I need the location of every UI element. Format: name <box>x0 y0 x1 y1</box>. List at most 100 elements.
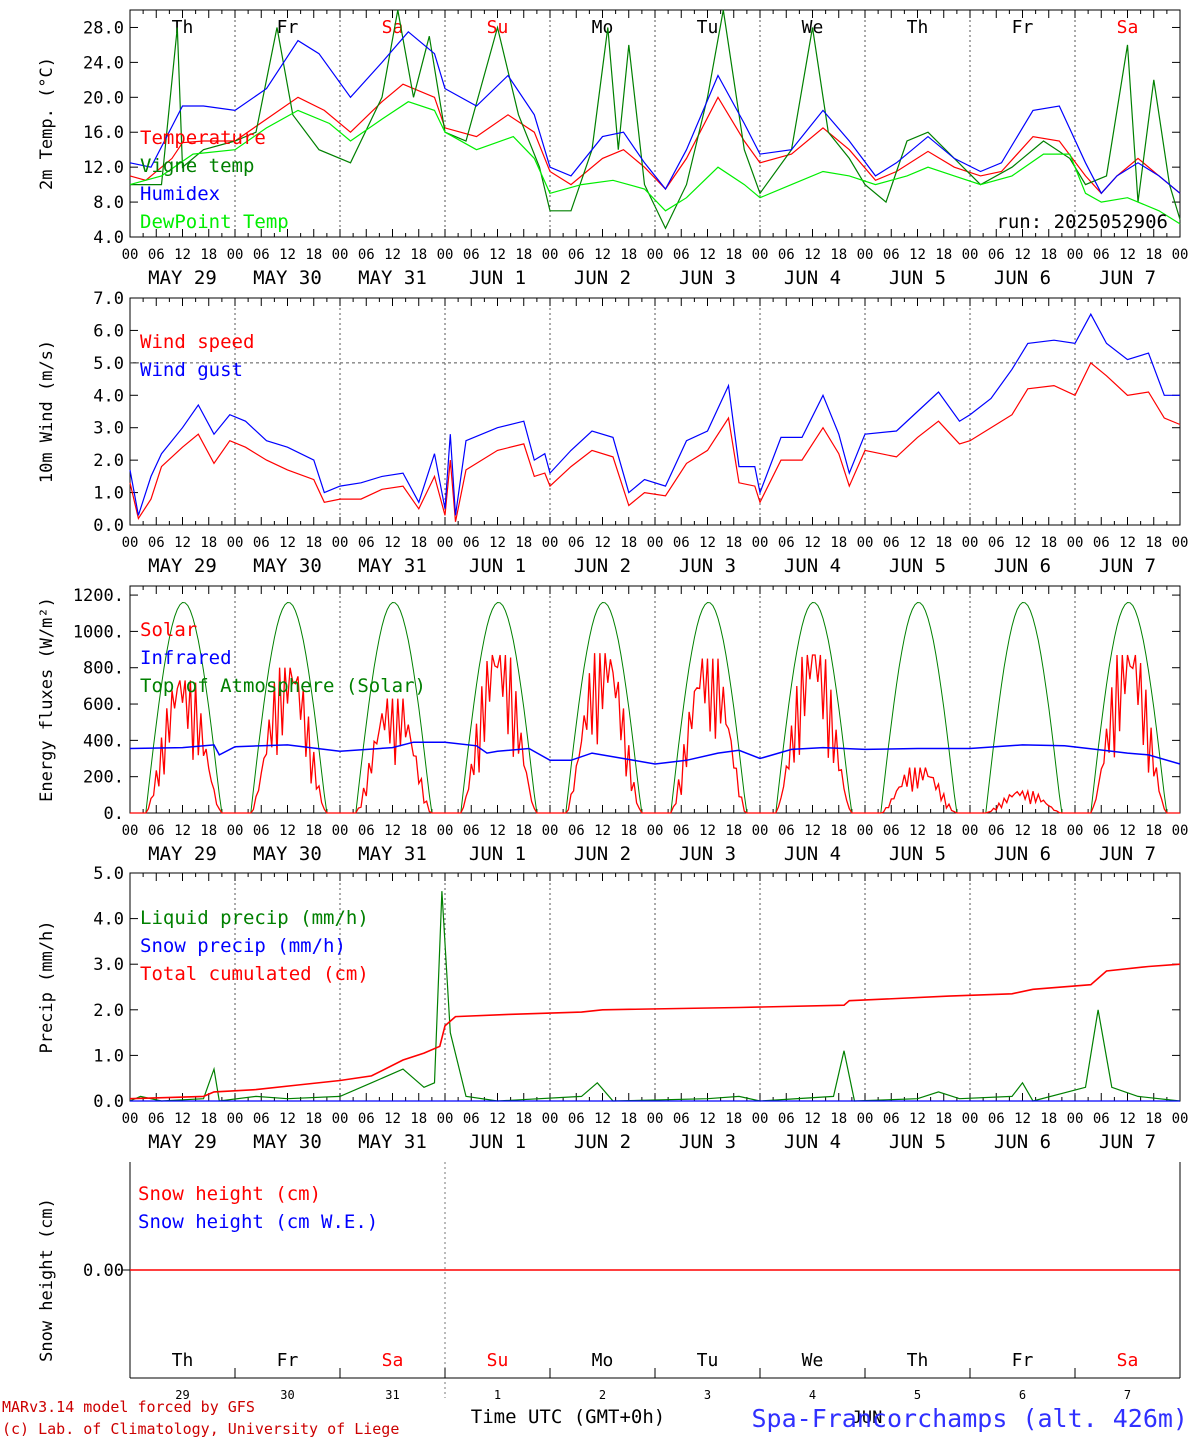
hour-tick-label: 06 <box>988 535 1005 551</box>
hour-tick-label: 12 <box>699 535 716 551</box>
hour-tick-label: 12 <box>489 823 506 839</box>
hour-tick-label: 06 <box>778 1111 795 1127</box>
legend-vigne-temp: Vigne temp <box>140 155 254 177</box>
hour-tick-label: 18 <box>725 1111 742 1127</box>
y-tick-label: 24.0 <box>83 53 124 73</box>
date-label: JUN 3 <box>679 843 736 865</box>
date-label: JUN 4 <box>784 555 841 577</box>
hour-tick-label: 06 <box>988 823 1005 839</box>
legend-dewpoint-temp: DewPoint Temp <box>140 211 289 233</box>
hour-tick-label: 00 <box>857 535 874 551</box>
hour-tick-label: 18 <box>1040 535 1057 551</box>
hour-tick-label: 18 <box>515 535 532 551</box>
hour-tick-label: 00 <box>542 247 559 263</box>
hour-tick-label: 06 <box>358 535 375 551</box>
hour-tick-label: 06 <box>148 535 165 551</box>
hour-tick-label: 00 <box>647 1111 664 1127</box>
legend-wind-speed: Wind speed <box>140 331 254 353</box>
hour-tick-label: 12 <box>384 247 401 263</box>
day-name: Tu <box>697 17 719 38</box>
hour-tick-label: 18 <box>305 1111 322 1127</box>
hour-tick-label: 18 <box>515 823 532 839</box>
date-label: JUN 3 <box>679 1131 736 1153</box>
y-tick-label: 4.0 <box>93 386 124 406</box>
hour-tick-label: 18 <box>935 247 952 263</box>
y-axis-title-4: Snow height (cm) <box>37 1198 57 1362</box>
hour-tick-label: 12 <box>174 247 191 263</box>
hour-tick-label: 18 <box>200 1111 217 1127</box>
hour-tick-label: 00 <box>227 823 244 839</box>
y-tick-label: 600. <box>83 695 124 715</box>
day-name-bottom: Th <box>172 1350 194 1371</box>
footer-copyright: (c) Lab. of Climatology, University of L… <box>2 1420 399 1438</box>
y-tick-label: 1000. <box>73 622 124 642</box>
hour-tick-label: 00 <box>647 535 664 551</box>
hour-tick-label: 18 <box>410 1111 427 1127</box>
hour-tick-label: 00 <box>962 535 979 551</box>
hour-tick-label: 18 <box>410 535 427 551</box>
y-tick-label: 7.0 <box>93 289 124 309</box>
run-label: run: 2025052906 <box>996 211 1168 233</box>
y-tick-label: 2.0 <box>93 451 124 471</box>
hour-tick-label: 12 <box>1014 823 1031 839</box>
hour-tick-label: 06 <box>673 535 690 551</box>
hour-tick-label: 06 <box>883 247 900 263</box>
hour-tick-label: 06 <box>463 1111 480 1127</box>
hour-tick-label: 06 <box>1093 1111 1110 1127</box>
y-tick-label: 16.0 <box>83 123 124 143</box>
y-tick-label: 12.0 <box>83 158 124 178</box>
hour-tick-label: 06 <box>568 823 585 839</box>
hour-tick-label: 18 <box>620 1111 637 1127</box>
hour-tick-label: 12 <box>384 1111 401 1127</box>
hour-tick-label: 00 <box>1067 1111 1084 1127</box>
hour-tick-label: 18 <box>305 823 322 839</box>
legend-snow-precip-mm-h-: Snow precip (mm/h) <box>140 935 346 957</box>
hour-tick-label: 18 <box>1040 823 1057 839</box>
hour-tick-label: 18 <box>515 1111 532 1127</box>
day-name-bottom: Mo <box>592 1350 614 1371</box>
hour-tick-label: 18 <box>1145 535 1162 551</box>
panel-frame-0 <box>129 9 1181 238</box>
hour-tick-label: 06 <box>883 823 900 839</box>
legend-total-cumulated-cm-: Total cumulated (cm) <box>140 963 369 985</box>
date-label: JUN 1 <box>469 555 526 577</box>
day-name-bottom: Sa <box>382 1350 404 1371</box>
date-label: JUN 1 <box>469 843 526 865</box>
y-axis-title-0: 2m Temp. (°C) <box>37 57 57 190</box>
hour-tick-label: 12 <box>804 823 821 839</box>
day-number: 2 <box>599 1388 606 1402</box>
day-name-bottom: Fr <box>277 1350 299 1371</box>
day-name-bottom: Su <box>487 1350 509 1371</box>
date-label: JUN 2 <box>574 555 631 577</box>
legend-top-of-atmosphere-solar-: Top of Atmosphere (Solar) <box>140 675 426 697</box>
hour-tick-label: 18 <box>515 247 532 263</box>
hour-tick-label: 06 <box>1093 247 1110 263</box>
y-tick-label: 800. <box>83 659 124 679</box>
hour-tick-label: 18 <box>725 535 742 551</box>
date-label: JUN 6 <box>994 1131 1051 1153</box>
station-label: Spa-Francorchamps (alt. 426m) <box>752 1404 1189 1433</box>
legend-temperature: Temperature <box>140 127 266 149</box>
day-number: 29 <box>175 1388 189 1402</box>
series-total-cumulated-cm- <box>129 963 1181 1100</box>
hour-tick-label: 06 <box>988 247 1005 263</box>
date-label: MAY 31 <box>358 843 427 865</box>
date-label: JUN 4 <box>784 843 841 865</box>
hour-tick-label: 00 <box>857 823 874 839</box>
hour-tick-label: 06 <box>673 247 690 263</box>
hour-tick-label: 00 <box>752 1111 769 1127</box>
y-axis-title-1: 10m Wind (m/s) <box>37 340 57 483</box>
hour-tick-label: 06 <box>358 1111 375 1127</box>
hour-tick-label: 12 <box>489 535 506 551</box>
legend-infrared: Infrared <box>140 647 232 669</box>
y-tick-label: 6.0 <box>93 321 124 341</box>
hour-tick-label: 00 <box>437 535 454 551</box>
day-number: 1 <box>494 1388 501 1402</box>
day-name: Sa <box>382 17 404 38</box>
hour-tick-label: 00 <box>542 823 559 839</box>
hour-tick-label: 18 <box>830 247 847 263</box>
hour-tick-label: 00 <box>332 823 349 839</box>
hour-tick-label: 12 <box>1119 1111 1136 1127</box>
hour-tick-label: 00 <box>1067 247 1084 263</box>
